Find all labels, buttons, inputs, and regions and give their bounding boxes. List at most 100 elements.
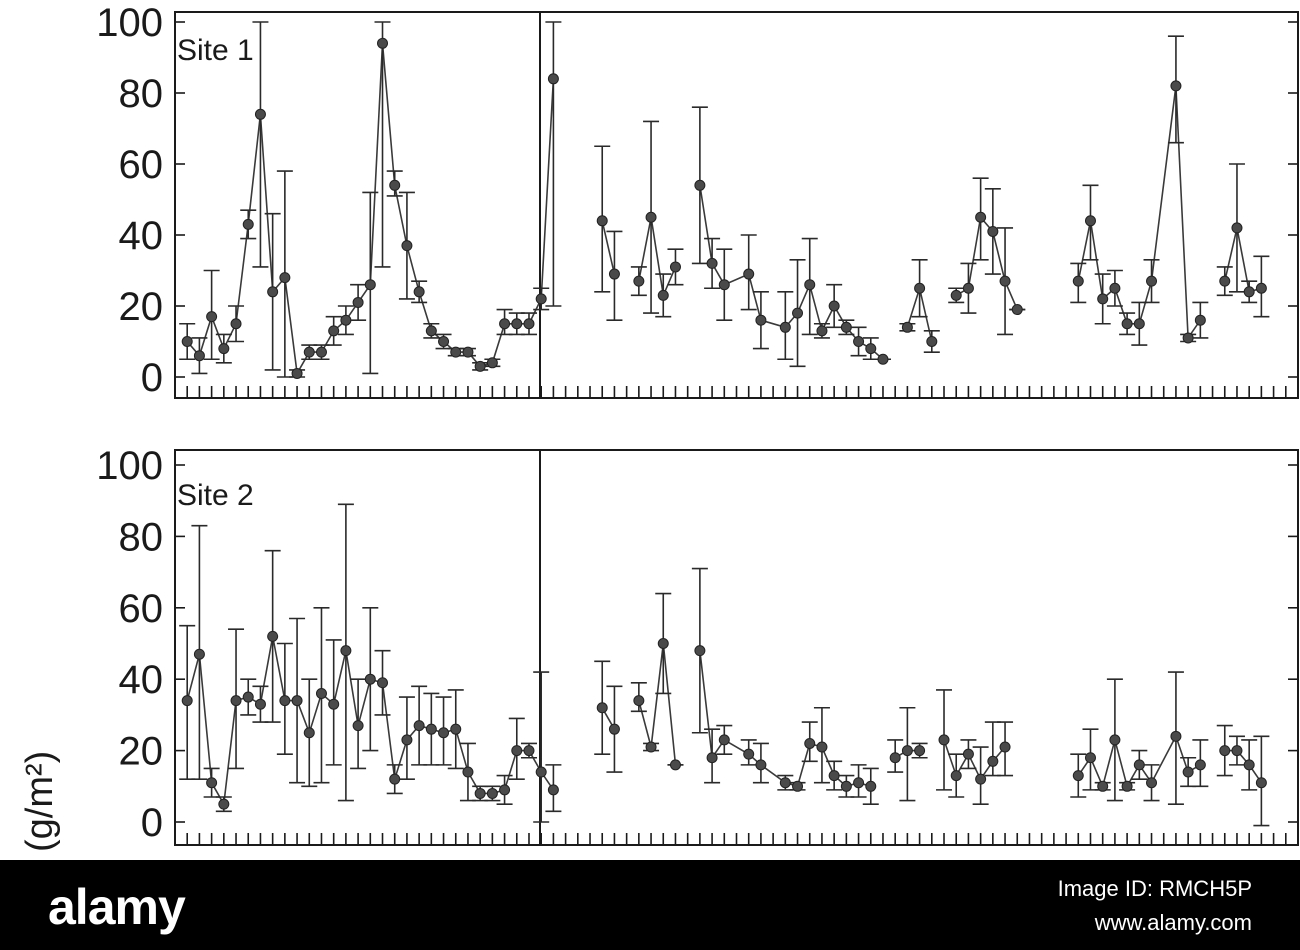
y-tick-label: 20 bbox=[119, 730, 164, 774]
data-point bbox=[1121, 780, 1133, 792]
y-tick-label: 100 bbox=[96, 1, 163, 45]
data-point bbox=[1194, 759, 1206, 771]
data-point bbox=[938, 734, 950, 746]
data-point bbox=[340, 645, 352, 657]
data-point bbox=[1194, 314, 1206, 326]
data-point bbox=[1072, 770, 1084, 782]
data-point bbox=[254, 698, 266, 710]
data-point bbox=[1084, 215, 1096, 227]
data-point bbox=[828, 300, 840, 312]
data-point bbox=[743, 748, 755, 760]
data-point bbox=[1146, 777, 1158, 789]
site-url-label: www.alamy.com bbox=[1094, 910, 1252, 935]
data-point bbox=[486, 357, 498, 369]
data-point bbox=[1109, 734, 1121, 746]
data-point bbox=[364, 279, 376, 291]
data-point bbox=[377, 677, 389, 689]
y-tick-label: 80 bbox=[119, 72, 164, 116]
site-1-panel: 100 80 60 40 20 0 Site 1 bbox=[96, 1, 1299, 400]
data-point bbox=[633, 275, 645, 287]
site-2-panel: 100 80 60 40 20 0 Site 2 (g/m²) bbox=[19, 444, 1299, 852]
series-line bbox=[1077, 734, 1201, 789]
data-point bbox=[853, 777, 865, 789]
data-point bbox=[523, 318, 535, 330]
data-point bbox=[657, 289, 669, 301]
data-point bbox=[1255, 282, 1267, 294]
panel-label: Site 2 bbox=[177, 479, 254, 512]
data-point bbox=[328, 698, 340, 710]
data-point bbox=[462, 346, 474, 358]
series-line bbox=[1224, 227, 1262, 293]
data-point bbox=[364, 673, 376, 685]
data-point bbox=[901, 321, 913, 333]
data-point bbox=[499, 318, 511, 330]
data-point bbox=[389, 179, 401, 191]
y-tick-label: 0 bbox=[141, 356, 163, 400]
data-point bbox=[1170, 80, 1182, 92]
data-point bbox=[206, 777, 218, 789]
data-point bbox=[1231, 222, 1243, 234]
data-point bbox=[743, 268, 755, 280]
data-point bbox=[718, 734, 730, 746]
data-point bbox=[462, 766, 474, 778]
data-point bbox=[608, 723, 620, 735]
data-point bbox=[279, 272, 291, 284]
data-point bbox=[950, 289, 962, 301]
data-point bbox=[315, 346, 327, 358]
data-point bbox=[218, 343, 230, 355]
data-point bbox=[1133, 759, 1145, 771]
data-point bbox=[181, 336, 193, 347]
data-point bbox=[706, 752, 718, 764]
series-line bbox=[1077, 85, 1201, 341]
data-point bbox=[425, 723, 437, 735]
data-point bbox=[425, 325, 437, 337]
data-point bbox=[694, 645, 706, 657]
data-point bbox=[853, 336, 865, 347]
data-point bbox=[1097, 780, 1109, 792]
data-point bbox=[1219, 745, 1231, 757]
data-point bbox=[511, 745, 523, 757]
data-point bbox=[206, 311, 218, 323]
data-point bbox=[499, 784, 511, 796]
data-point bbox=[523, 745, 535, 757]
series-line bbox=[699, 650, 872, 788]
data-point bbox=[450, 723, 462, 735]
data-point bbox=[804, 737, 816, 749]
data-point bbox=[633, 695, 645, 707]
data-point bbox=[377, 37, 389, 49]
y-tick-label: 60 bbox=[119, 587, 164, 631]
plot-frame bbox=[174, 11, 1299, 399]
data-point bbox=[914, 745, 926, 757]
y-tick-label: 20 bbox=[119, 285, 164, 329]
data-point bbox=[413, 720, 425, 732]
data-point bbox=[950, 770, 962, 782]
data-point bbox=[999, 741, 1011, 753]
data-point bbox=[547, 784, 559, 796]
data-point bbox=[975, 773, 987, 785]
data-point bbox=[889, 752, 901, 764]
data-point bbox=[474, 787, 486, 799]
data-point bbox=[1072, 275, 1084, 287]
data-point bbox=[474, 360, 486, 372]
data-point bbox=[193, 648, 205, 660]
data-point bbox=[596, 702, 608, 714]
data-point bbox=[755, 314, 767, 326]
y-tick-label: 40 bbox=[119, 214, 164, 258]
data-point bbox=[303, 346, 315, 358]
data-point bbox=[352, 720, 364, 732]
data-point bbox=[1084, 752, 1096, 764]
data-point bbox=[1146, 275, 1158, 287]
data-point bbox=[535, 293, 547, 305]
data-point bbox=[962, 282, 974, 294]
data-point bbox=[352, 296, 364, 308]
data-point bbox=[328, 325, 340, 337]
data-point bbox=[840, 321, 852, 333]
data-point bbox=[1109, 282, 1121, 294]
watermark-footer: alamy Image ID: RMCH5P www.alamy.com bbox=[0, 860, 1300, 950]
data-point bbox=[267, 286, 279, 298]
data-point bbox=[1243, 759, 1255, 771]
data-point bbox=[230, 695, 242, 707]
data-point bbox=[975, 211, 987, 223]
y-axis-label: (g/m²) bbox=[19, 751, 61, 852]
chart-figure: 100 80 60 40 20 0 Site 1 100 80 60 40 20 0 Site 2 (g/… bbox=[19, 1, 1299, 852]
